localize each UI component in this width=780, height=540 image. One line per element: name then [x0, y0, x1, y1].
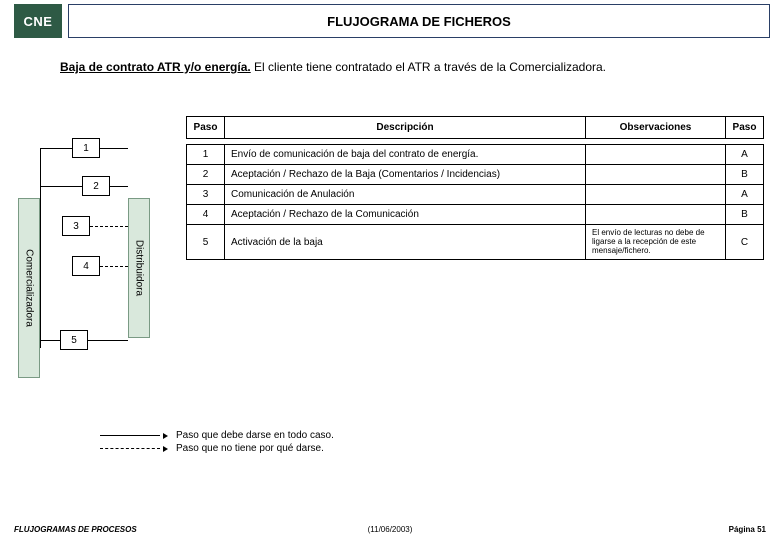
th-obs: Observaciones — [586, 117, 726, 139]
cell-obs: El envío de lecturas no debe de ligarse … — [586, 225, 726, 260]
arrow — [40, 148, 72, 149]
swimlane-label: Comercializadora — [24, 249, 35, 327]
diagram-area: Comercializadora Distribuidora 1 2 3 4 5… — [0, 98, 780, 398]
cell-paso2: B — [726, 205, 764, 225]
flow-node-1: 1 — [72, 138, 100, 158]
footer: FLUJOGRAMAS DE PROCESOS (11/06/2003) Pág… — [0, 525, 780, 534]
cell-obs — [586, 165, 726, 185]
arrow — [88, 340, 128, 341]
subtitle-rest: El cliente tiene contratado el ATR a tra… — [251, 60, 606, 74]
th-desc: Descripción — [225, 117, 586, 139]
legend-arrow-icon — [163, 446, 168, 452]
cell-paso2: A — [726, 185, 764, 205]
table-row: 3 Comunicación de Anulación A — [187, 185, 764, 205]
th-paso2: Paso — [726, 117, 764, 139]
cell-desc: Aceptación / Rechazo de la Baja (Comenta… — [225, 165, 586, 185]
cell-paso: 3 — [187, 185, 225, 205]
cell-paso: 5 — [187, 225, 225, 260]
cell-desc: Activación de la baja — [225, 225, 586, 260]
cell-desc: Envío de comunicación de baja del contra… — [225, 145, 586, 165]
logo: CNE — [14, 4, 62, 38]
cell-paso2: C — [726, 225, 764, 260]
arrow-dashed — [90, 226, 128, 227]
arrow — [100, 148, 128, 149]
swimlane-label: Distribuidora — [134, 240, 145, 296]
legend-arrow-icon — [163, 433, 168, 439]
cell-obs — [586, 185, 726, 205]
steps-table: Paso Descripción Observaciones Paso 1 En… — [186, 116, 764, 260]
page-title: FLUJOGRAMA DE FICHEROS — [68, 4, 770, 38]
cell-desc: Aceptación / Rechazo de la Comunicación — [225, 205, 586, 225]
subtitle-bold: Baja de contrato ATR y/o energía. — [60, 60, 251, 74]
legend-text: Paso que debe darse en todo caso. — [176, 430, 334, 441]
table-row: 4 Aceptación / Rechazo de la Comunicació… — [187, 205, 764, 225]
table-header-row: Paso Descripción Observaciones Paso — [187, 117, 764, 139]
cell-paso: 4 — [187, 205, 225, 225]
flow-node-4: 4 — [72, 256, 100, 276]
cell-obs — [586, 205, 726, 225]
arrow-vert — [40, 148, 41, 348]
legend-line-solid — [100, 435, 160, 436]
cell-paso: 1 — [187, 145, 225, 165]
legend-text: Paso que no tiene por qué darse. — [176, 443, 324, 454]
flow-node-2: 2 — [82, 176, 110, 196]
swimlane-comercializadora: Comercializadora — [18, 198, 40, 378]
header: CNE FLUJOGRAMA DE FICHEROS — [0, 0, 780, 38]
arrow — [40, 340, 60, 341]
arrow-dashed — [100, 266, 128, 267]
cell-paso2: B — [726, 165, 764, 185]
footer-right: Página 51 — [729, 525, 766, 534]
legend: Paso que debe darse en todo caso. Paso q… — [100, 430, 334, 456]
table-row: 5 Activación de la baja El envío de lect… — [187, 225, 764, 260]
cell-obs — [586, 145, 726, 165]
footer-left: FLUJOGRAMAS DE PROCESOS — [14, 525, 137, 534]
th-paso: Paso — [187, 117, 225, 139]
swimlane-distribuidora: Distribuidora — [128, 198, 150, 338]
legend-row-dashed: Paso que no tiene por qué darse. — [100, 443, 334, 454]
arrow — [110, 186, 128, 187]
cell-paso: 2 — [187, 165, 225, 185]
flow-node-5: 5 — [60, 330, 88, 350]
legend-line-dashed — [100, 448, 160, 449]
legend-row-solid: Paso que debe darse en todo caso. — [100, 430, 334, 441]
cell-paso2: A — [726, 145, 764, 165]
subtitle: Baja de contrato ATR y/o energía. El cli… — [60, 60, 750, 74]
arrow — [40, 186, 82, 187]
footer-mid: (11/06/2003) — [368, 525, 413, 534]
flow-node-3: 3 — [62, 216, 90, 236]
cell-desc: Comunicación de Anulación — [225, 185, 586, 205]
table-row: 2 Aceptación / Rechazo de la Baja (Comen… — [187, 165, 764, 185]
table-row: 1 Envío de comunicación de baja del cont… — [187, 145, 764, 165]
